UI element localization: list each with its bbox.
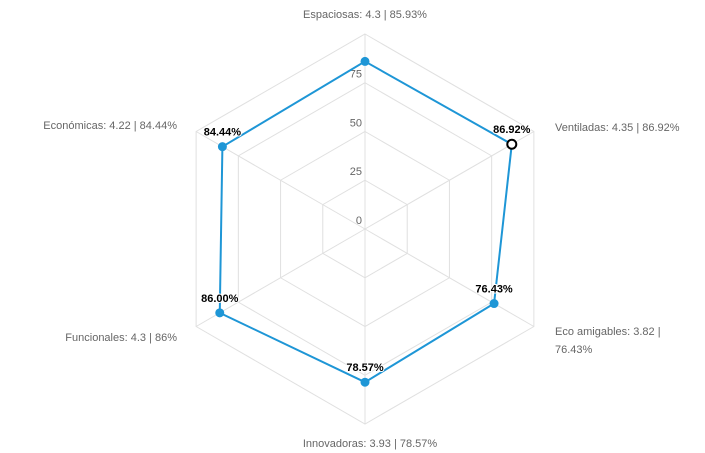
- data-point: [506, 138, 518, 150]
- category-label: Innovadoras: 3.93 | 78.57%: [302, 438, 438, 450]
- r-tick-label: 25: [350, 166, 362, 178]
- value-label: 86.92%: [493, 124, 531, 136]
- category-label: Eco amigables: 3.82 | 76.43%: [555, 326, 661, 356]
- r-tick-label: 75: [350, 69, 362, 81]
- data-point: [360, 56, 370, 66]
- data-point: [489, 299, 499, 309]
- category-label: Ventiladas: 4.35 | 86.92%: [555, 122, 680, 134]
- data-point: [360, 377, 370, 387]
- data-point: [215, 308, 225, 318]
- value-label: 78.57%: [346, 362, 384, 374]
- r-tick-label: 50: [350, 117, 362, 129]
- spoke: [195, 228, 366, 327]
- spoke: [364, 228, 535, 327]
- value-label: 76.43%: [475, 283, 513, 295]
- category-label: Espaciosas: 4.3 | 85.93%: [303, 9, 427, 21]
- r-tick-label: 0: [356, 215, 362, 227]
- category-label: Funcionales: 4.3 | 86%: [65, 332, 177, 344]
- value-label: 86.00%: [201, 293, 239, 305]
- spoke: [364, 131, 535, 230]
- value-label: 84.44%: [204, 127, 242, 139]
- data-point: [217, 142, 227, 152]
- category-label: Económicas: 4.22 | 84.44%: [43, 120, 177, 132]
- series-line: [218, 60, 513, 384]
